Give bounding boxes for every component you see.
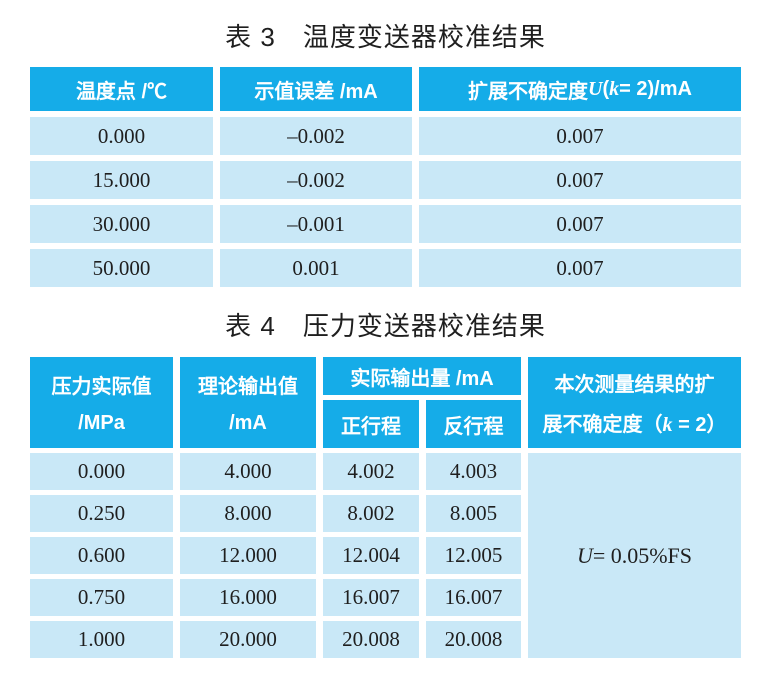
table3-cell-r4c3: 0.007 (419, 249, 741, 287)
table4-cell-r1c2: 4.000 (180, 453, 316, 490)
table4-cell-r3c2: 12.000 (180, 537, 316, 574)
table4-cell-r3c4: 12.005 (426, 537, 521, 574)
table3-cell-r2c2: –0.002 (220, 161, 412, 199)
table4-header-pressure: 压力实际值 /MPa (30, 357, 173, 448)
table3-cell-r2c3: 0.007 (419, 161, 741, 199)
table3-cell-r2c1: 15.000 (30, 161, 213, 199)
table4-cell-r4c3: 16.007 (323, 579, 419, 616)
table4-header-theoretical: 理论输出值 /mA (180, 357, 316, 448)
table4-cell-r2c1: 0.250 (30, 495, 173, 532)
table4-header-uncertainty-line2: 展不确定度（k = 2） (542, 413, 727, 436)
table4-header-uncertainty: 本次测量结果的扩 展不确定度（k = 2） (528, 357, 741, 448)
table4-cell-r5c2: 20.000 (180, 621, 316, 658)
table3-cell-r4c2: 0.001 (220, 249, 412, 287)
table4-cell-r5c4: 20.008 (426, 621, 521, 658)
table3-cell-r1c3: 0.007 (419, 117, 741, 155)
table4-header-uncertainty-line1: 本次测量结果的扩 (554, 374, 715, 397)
table4: 压力实际值 /MPa 理论输出值 /mA 实际输出量 /mA 本次测量结果的扩 … (30, 357, 741, 658)
table3-header-uncertainty: 扩展不确定度 U(k = 2)/mA (419, 67, 741, 111)
table4-cell-r2c2: 8.000 (180, 495, 316, 532)
table4-header-reverse: 反行程 (426, 400, 521, 448)
table3-cell-r1c2: –0.002 (220, 117, 412, 155)
table4-cell-r1c4: 4.003 (426, 453, 521, 490)
table4-header-forward: 正行程 (323, 400, 419, 448)
table3-cell-r1c1: 0.000 (30, 117, 213, 155)
table4-cell-r5c3: 20.008 (323, 621, 419, 658)
table4-header-pressure-line1: 压力实际值 (51, 375, 152, 398)
table4-cell-r3c3: 12.004 (323, 537, 419, 574)
table3: 温度点 /℃ 示值误差 /mA 扩展不确定度 U(k = 2)/mA 0.000… (30, 67, 741, 287)
table4-cell-r3c1: 0.600 (30, 537, 173, 574)
table4-header-theoretical-unit: /mA (229, 412, 267, 435)
table4-cell-r4c1: 0.750 (30, 579, 173, 616)
table3-cell-r4c1: 50.000 (30, 249, 213, 287)
table4-header-pressure-unit: /MPa (78, 412, 125, 435)
table4-uncertainty-value: U = 0.05%FS (528, 453, 741, 658)
table3-cell-r3c1: 30.000 (30, 205, 213, 243)
table4-cell-r1c3: 4.002 (323, 453, 419, 490)
table4-header-theoretical-line1: 理论输出值 (198, 375, 298, 398)
table3-cell-r3c2: –0.001 (220, 205, 412, 243)
table4-title: 表 4 压力变送器校准结果 (225, 311, 546, 341)
table4-cell-r2c3: 8.002 (323, 495, 419, 532)
table3-cell-r3c3: 0.007 (419, 205, 741, 243)
table3-header-error: 示值误差 /mA (220, 67, 412, 111)
table4-cell-r4c4: 16.007 (426, 579, 521, 616)
table3-header-temperature: 温度点 /℃ (30, 67, 213, 111)
table4-header-actual-output: 实际输出量 /mA (323, 357, 521, 395)
table4-cell-r4c2: 16.000 (180, 579, 316, 616)
table4-cell-r2c4: 8.005 (426, 495, 521, 532)
table3-title: 表 3 温度变送器校准结果 (225, 22, 546, 52)
table4-cell-r5c1: 1.000 (30, 621, 173, 658)
table4-cell-r1c1: 0.000 (30, 453, 173, 490)
